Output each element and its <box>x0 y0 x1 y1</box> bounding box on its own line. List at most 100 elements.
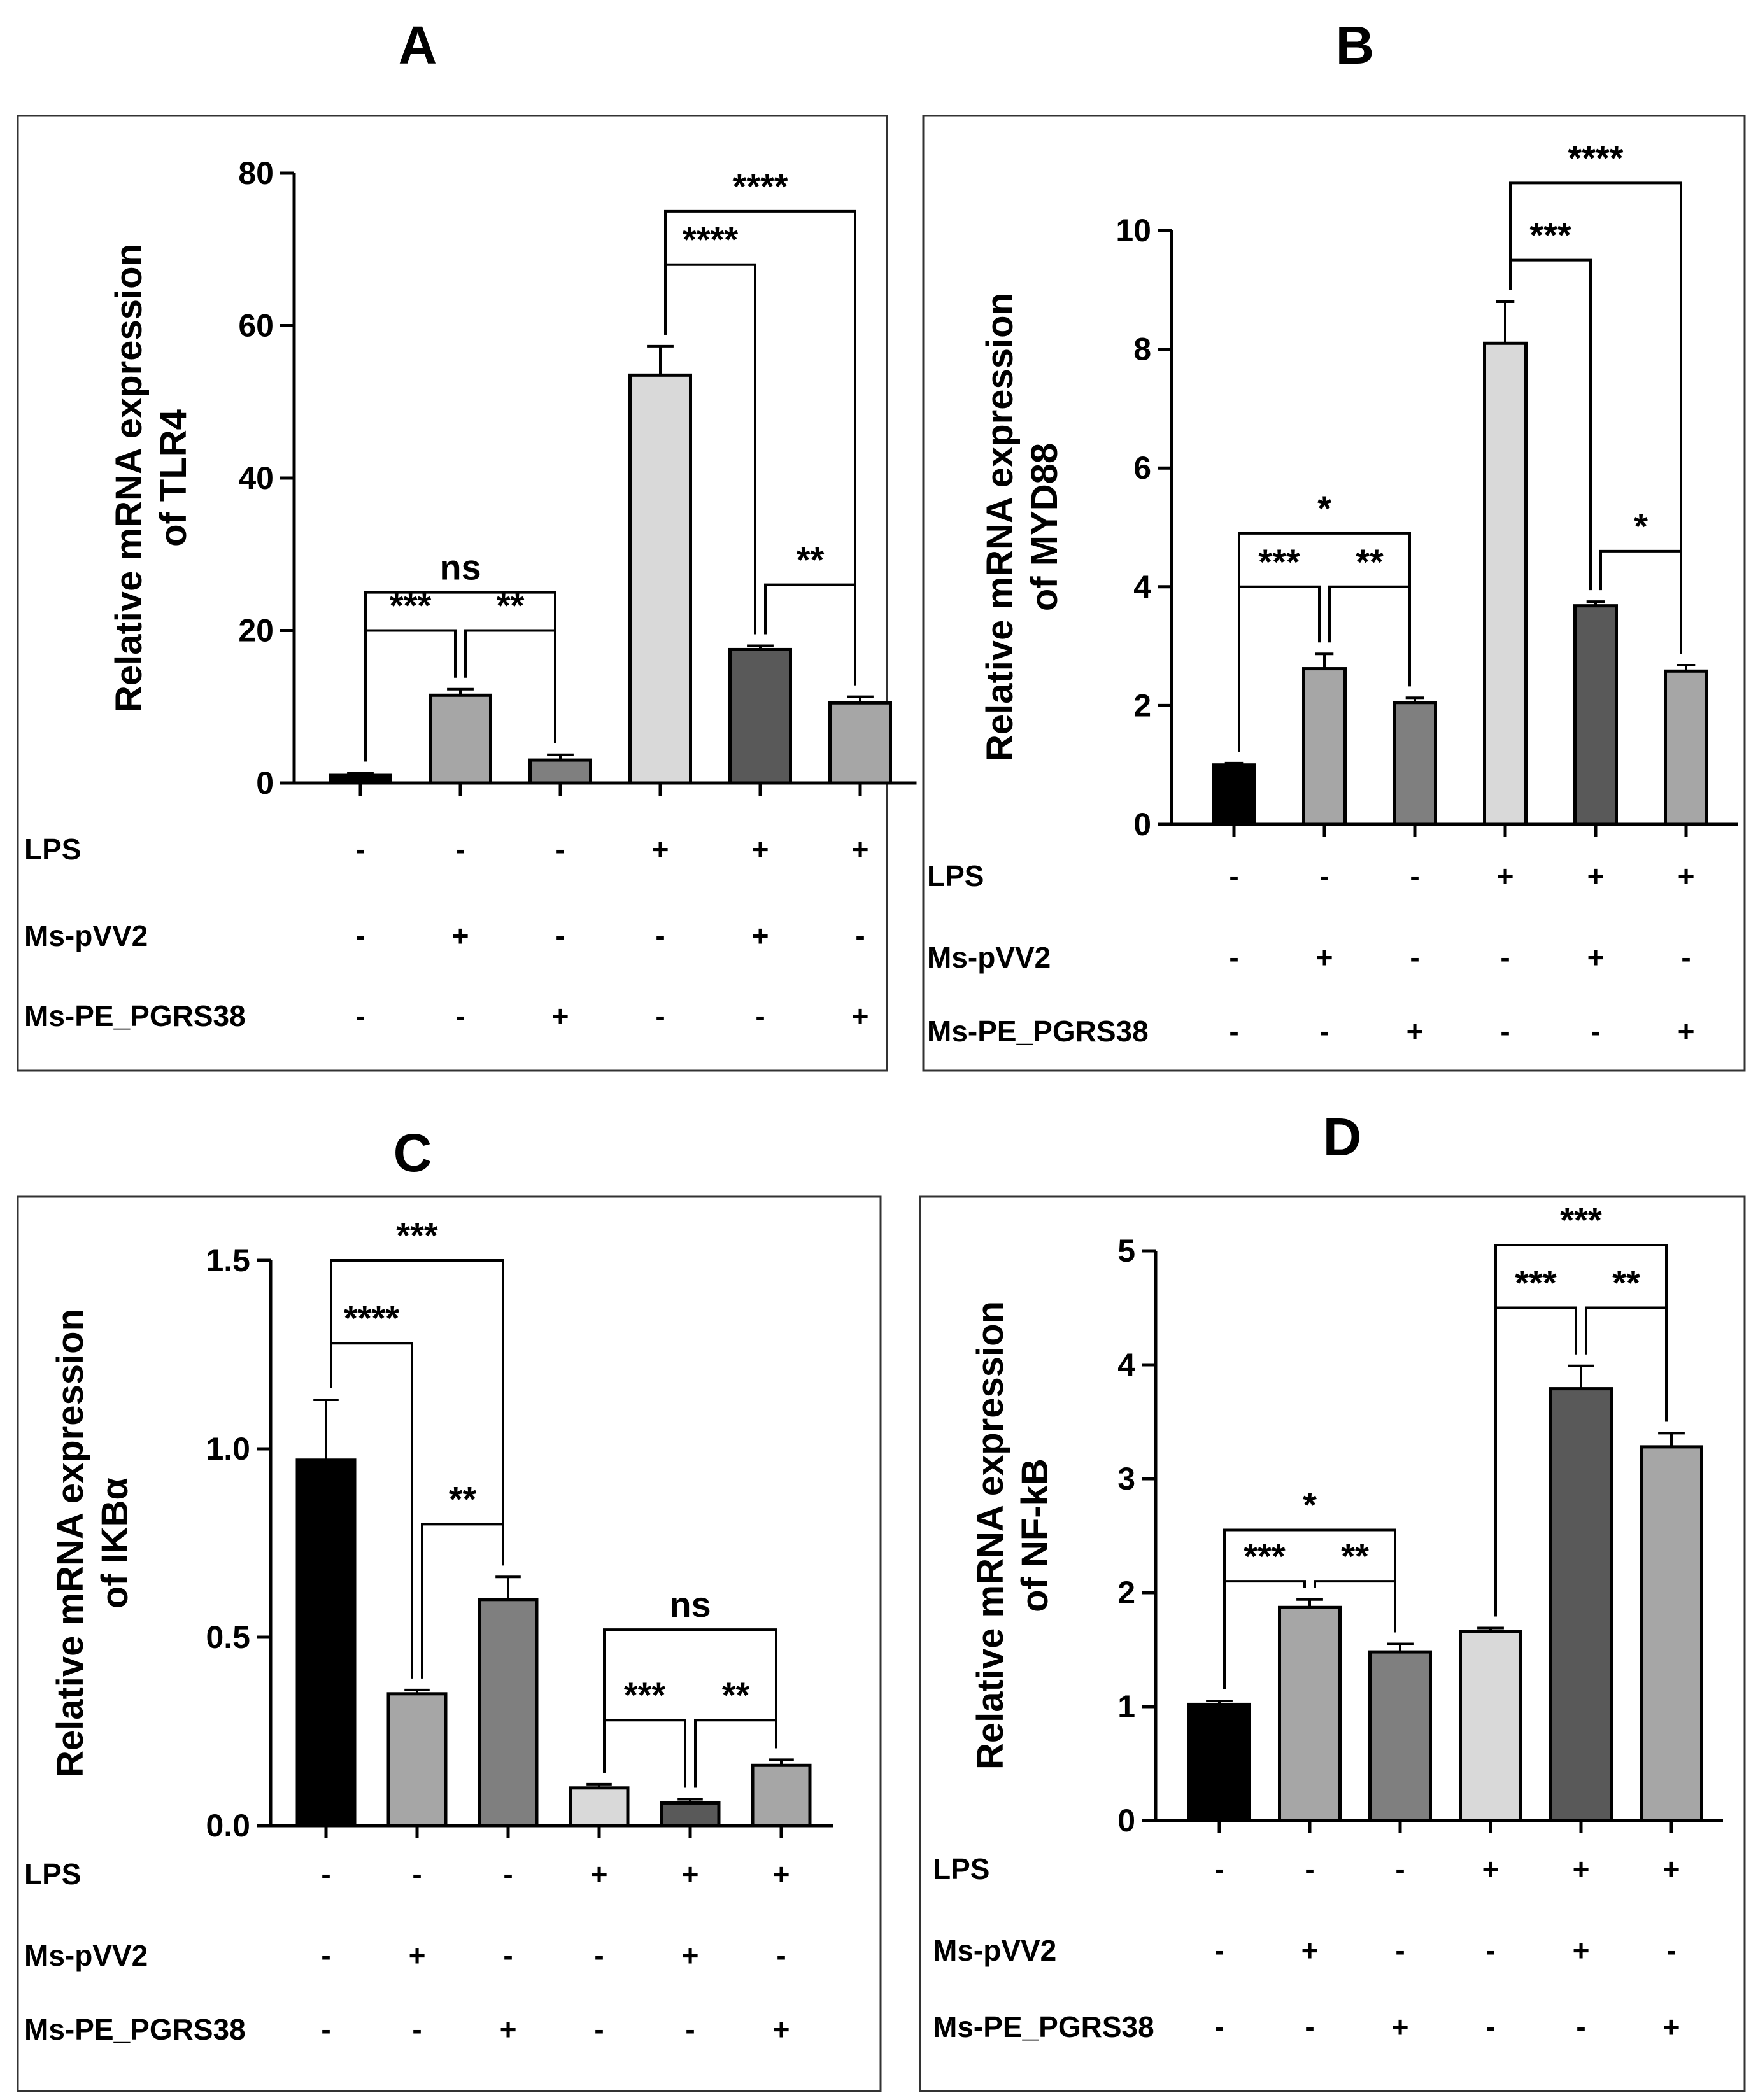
treatment-sign: - <box>1576 2010 1585 2043</box>
treatment-sign: - <box>1229 859 1238 892</box>
treatment-sign: - <box>1229 1015 1238 1048</box>
bar <box>1664 669 1708 826</box>
treatment-row-label: Ms-PE_PGRS38 <box>927 1015 1149 1048</box>
treatment-sign: - <box>1214 1934 1224 1967</box>
treatment-sign: + <box>1678 859 1695 892</box>
bar <box>1187 1702 1251 1822</box>
significance-label: ** <box>1356 542 1384 582</box>
treatment-sign: - <box>412 1857 422 1891</box>
bar <box>329 773 392 785</box>
treatment-sign: + <box>1678 1015 1695 1048</box>
treatment-row-label: LPS <box>927 859 984 892</box>
bar <box>386 1692 448 1828</box>
y-tick-label: 0.5 <box>206 1619 250 1655</box>
y-tick-label: 4 <box>1117 1347 1135 1383</box>
significance-label: *** <box>1515 1263 1557 1303</box>
y-tick-label: 3 <box>1117 1461 1135 1497</box>
panel-frame <box>17 1195 882 2092</box>
treatment-sign: - <box>655 999 665 1032</box>
significance-label: ** <box>1612 1263 1640 1303</box>
treatment-sign: + <box>1573 1934 1590 1967</box>
significance-label: ** <box>497 586 525 626</box>
significance-bracket <box>1599 549 1682 654</box>
y-axis-label-line: Relative mRNA expression <box>979 293 1021 761</box>
significance-label: **** <box>1568 137 1623 178</box>
treatment-sign: - <box>1681 941 1691 974</box>
treatment-sign: - <box>355 833 365 866</box>
treatment-sign: - <box>1305 1852 1314 1885</box>
bar <box>1393 701 1437 826</box>
treatment-sign: + <box>852 999 869 1032</box>
significance-bracket <box>1238 585 1321 752</box>
y-tick-label: 2 <box>1117 1575 1135 1610</box>
significance-label: **** <box>344 1298 399 1338</box>
treatment-sign: - <box>1666 1934 1676 1967</box>
treatment-sign: + <box>773 2013 790 2046</box>
treatment-sign: - <box>455 999 465 1032</box>
treatment-sign: - <box>1410 941 1419 974</box>
bar <box>528 758 592 785</box>
bar <box>628 373 692 785</box>
significance-bracket <box>1509 258 1592 591</box>
panel-a: A 0 20 40 60 80 Relative mRNA expressionof TLR… <box>17 15 917 1072</box>
y-axis-label-line: of IKBα <box>94 1477 136 1609</box>
panel-letter: A <box>399 15 437 75</box>
y-tick-label: 0.0 <box>206 1808 250 1843</box>
significance-bracket <box>464 629 556 743</box>
significance-bracket <box>1328 585 1411 687</box>
significance-bracket <box>1314 1580 1396 1633</box>
bar <box>1573 604 1618 826</box>
significance-bracket <box>764 583 856 686</box>
y-tick-label: 1.5 <box>206 1243 250 1278</box>
treatment-sign: - <box>855 919 865 952</box>
significance-bracket <box>1223 1580 1306 1690</box>
panel-letter: B <box>1336 15 1375 75</box>
significance-bracket <box>694 1719 777 1788</box>
panel-frame <box>919 1195 1746 2092</box>
significance-bracket <box>1585 1306 1668 1422</box>
significance-bracket <box>664 209 856 686</box>
treatment-sign: - <box>1214 2010 1224 2043</box>
significance-label: ns <box>439 547 481 588</box>
treatment-row-label: Ms-pVV2 <box>24 919 148 952</box>
y-axis-label: Relative mRNA expressionof TLR4 <box>108 244 194 712</box>
treatment-sign: - <box>1485 1934 1495 1967</box>
bar <box>1549 1387 1613 1822</box>
treatment-sign: - <box>503 1939 513 1972</box>
significance-label: *** <box>396 1215 438 1255</box>
y-axis-label: Relative mRNA expressionof MYD88 <box>979 293 1065 761</box>
bar <box>1278 1605 1342 1822</box>
significance-label: ** <box>1341 1536 1369 1576</box>
y-tick-label: 10 <box>1116 213 1151 248</box>
y-tick-label: 2 <box>1133 687 1151 723</box>
treatment-sign: - <box>685 2013 695 2046</box>
panel-letter: C <box>393 1123 432 1183</box>
treatment-sign: + <box>1392 2010 1409 2043</box>
significance-label: * <box>1303 1485 1317 1525</box>
y-axis-label-line: of MYD88 <box>1024 443 1065 611</box>
y-tick-label: 0 <box>256 765 274 801</box>
treatment-sign: + <box>1316 941 1333 974</box>
treatment-sign: - <box>1410 859 1419 892</box>
treatment-sign: + <box>1663 1852 1680 1885</box>
y-tick-label: 5 <box>1117 1233 1135 1269</box>
treatment-sign: + <box>552 999 569 1032</box>
treatment-sign: + <box>452 919 469 952</box>
panel-frame <box>17 115 888 1072</box>
significance-label: *** <box>390 586 432 626</box>
y-tick-label: 20 <box>238 613 274 649</box>
bar <box>1302 667 1347 826</box>
y-axis-label-line: Relative mRNA expression <box>970 1301 1011 1770</box>
treatment-sign: + <box>682 1857 699 1891</box>
treatment-sign: + <box>1573 1852 1590 1885</box>
treatment-row-label: LPS <box>24 1857 81 1891</box>
treatment-sign: - <box>594 2013 604 2046</box>
y-tick-label: 8 <box>1133 332 1151 367</box>
treatment-sign: - <box>655 919 665 952</box>
significance-label: *** <box>1560 1200 1602 1240</box>
treatment-sign: + <box>591 1857 608 1891</box>
treatment-sign: - <box>1319 1015 1329 1048</box>
treatment-row-label: LPS <box>933 1852 989 1885</box>
treatment-sign: - <box>321 1857 330 1891</box>
